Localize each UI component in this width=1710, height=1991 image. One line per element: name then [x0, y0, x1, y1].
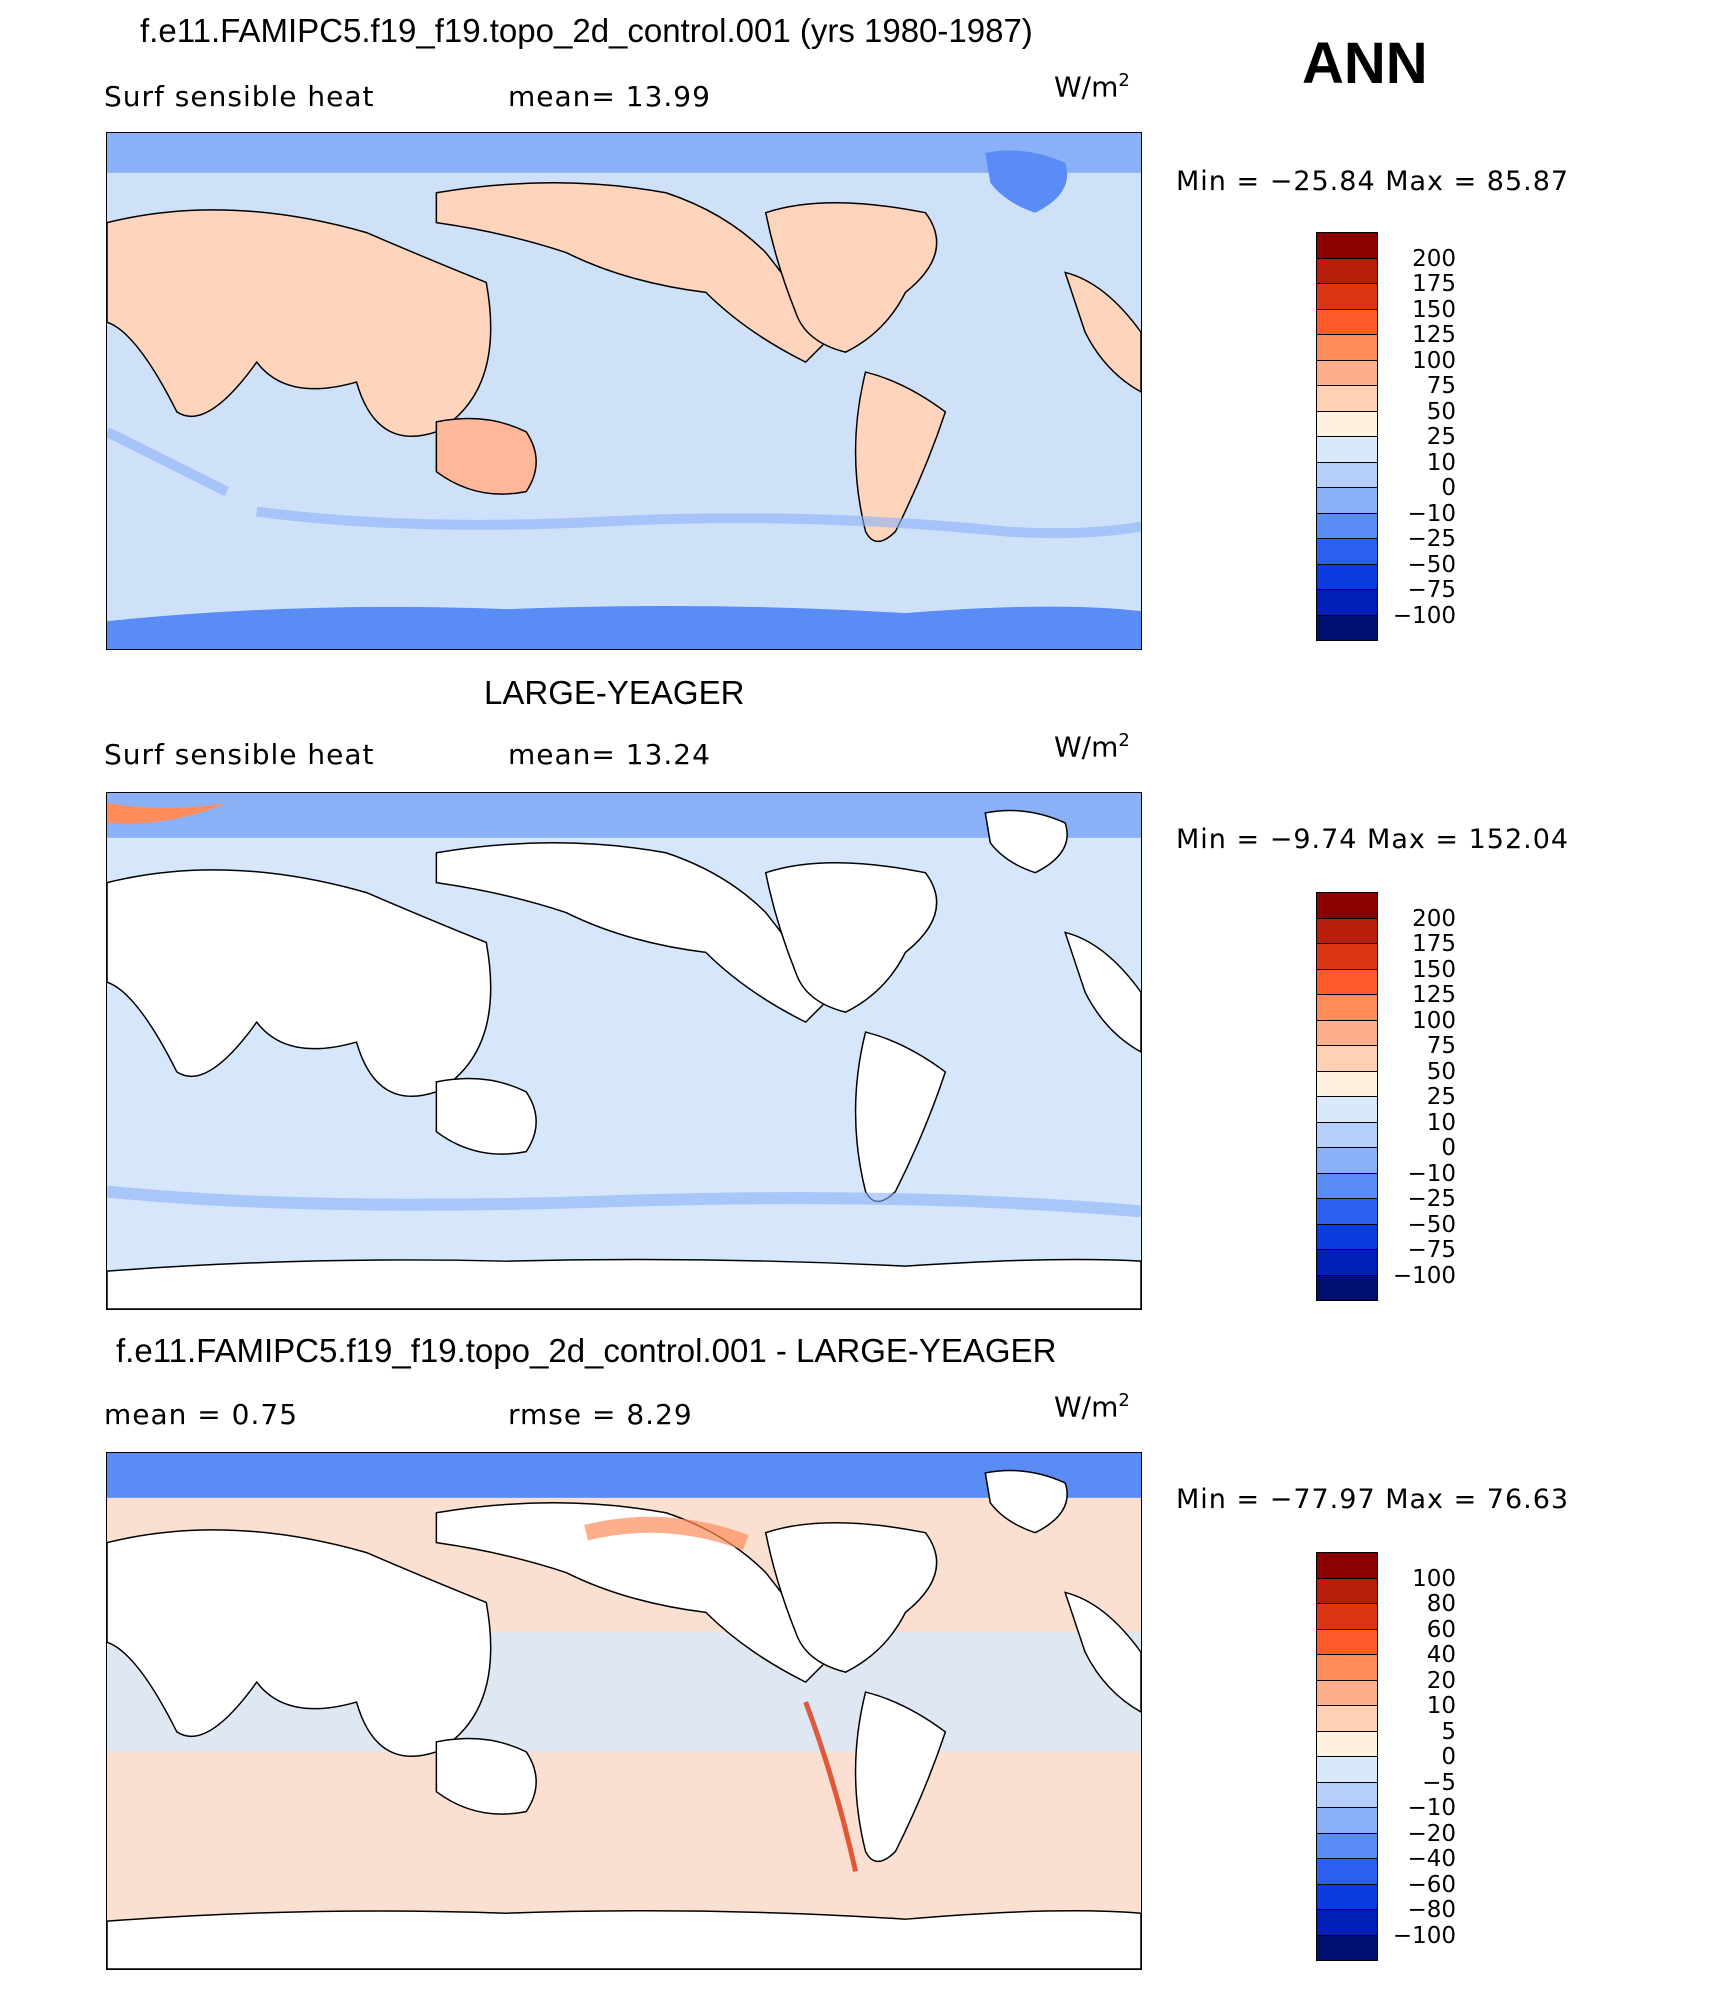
colorbar-tick-label: −10 [1407, 500, 1456, 527]
colorbar-tick-label: 50 [1426, 1058, 1456, 1085]
colorbar-swatch [1316, 1756, 1378, 1783]
colorbar-swatch [1316, 1045, 1378, 1072]
colorbar-tick-label: 20 [1426, 1667, 1456, 1694]
panel-2-mean-label: mean= 13.24 [508, 738, 711, 771]
panel-1-title: f.e11.FAMIPC5.f19_f19.topo_2d_control.00… [140, 12, 1033, 49]
colorbar-tick-label: 25 [1426, 424, 1456, 450]
colorbar-swatch [1316, 538, 1378, 565]
colorbar-tick-label: −25 [1407, 526, 1456, 552]
panel-3-rmse-label: rmse = 8.29 [508, 1398, 693, 1431]
colorbar-swatch [1316, 1223, 1378, 1250]
colorbar-tick-label: 100 [1412, 1007, 1456, 1034]
colorbar-swatch [1316, 589, 1378, 616]
panel-1-minmax: Min = −25.84 Max = 85.87 [1176, 166, 1570, 197]
colorbar-tick-label: 150 [1412, 296, 1456, 323]
colorbar-swatch [1316, 1198, 1378, 1225]
colorbar-swatch [1316, 1121, 1378, 1148]
colorbar-tick-label: −50 [1407, 1211, 1456, 1238]
colorbar-tick-label: 150 [1412, 956, 1456, 983]
colorbar-swatch [1316, 410, 1378, 437]
colorbar-tick-label: 5 [1441, 1718, 1456, 1745]
colorbar-swatch [1316, 1858, 1378, 1885]
panel-2-variable-label: Surf sensible heat [104, 738, 375, 771]
colorbar-tick-label: 10 [1426, 449, 1456, 476]
colorbar-tick-label: 0 [1441, 1135, 1456, 1161]
colorbar-tick-label: 0 [1441, 1744, 1456, 1770]
panel-1-units: W/m2 [1054, 70, 1130, 104]
colorbar-tick-label: 60 [1426, 1616, 1456, 1643]
colorbar-tick-label: 125 [1412, 982, 1456, 1008]
colorbar-swatch [1316, 892, 1378, 919]
colorbar-tick-label: −25 [1407, 1186, 1456, 1212]
colorbar-swatch [1316, 487, 1378, 514]
season-label: ANN [1302, 31, 1428, 96]
colorbar-tick-label: −100 [1392, 1922, 1456, 1949]
panel-2-map [106, 792, 1142, 1310]
colorbar-tick-label: 25 [1426, 1084, 1456, 1110]
colorbar-tick-label: −5 [1422, 1769, 1456, 1796]
colorbar-swatch [1316, 614, 1378, 641]
panel-3-map [106, 1452, 1142, 1970]
colorbar-tick-label: −10 [1407, 1795, 1456, 1821]
colorbar-swatch [1316, 257, 1378, 284]
colorbar-tick-label: 175 [1412, 271, 1456, 297]
panel-1-map [106, 132, 1142, 650]
colorbar-swatch [1316, 1730, 1378, 1757]
colorbar-tick-label: −100 [1392, 1262, 1456, 1289]
colorbar-tick-label: −60 [1407, 1871, 1456, 1898]
colorbar-tick-label: −75 [1407, 1237, 1456, 1263]
colorbar-swatch [1316, 359, 1378, 386]
colorbar-tick-label: 100 [1412, 1565, 1456, 1592]
colorbar-tick-label: 10 [1426, 1109, 1456, 1136]
panel-1-map-svg [107, 133, 1141, 649]
colorbar-swatch [1316, 283, 1378, 310]
colorbar-swatch [1316, 1096, 1378, 1123]
colorbar-tick-label: 10 [1426, 1693, 1456, 1719]
colorbar-swatch [1316, 1807, 1378, 1834]
panel-3-mean-label: mean = 0.75 [104, 1398, 299, 1431]
colorbar-swatch [1316, 461, 1378, 488]
colorbar-tick-label: −100 [1392, 602, 1456, 629]
panel-2-title: LARGE-YEAGER [484, 674, 745, 711]
colorbar-swatch [1316, 1070, 1378, 1097]
panel-1-variable-label: Surf sensible heat [104, 80, 375, 113]
panel-3-minmax: Min = −77.97 Max = 76.63 [1176, 1484, 1570, 1515]
colorbar-swatch [1316, 334, 1378, 361]
panel-2-units: W/m2 [1054, 730, 1130, 764]
colorbar-tick-label: 50 [1426, 398, 1456, 425]
colorbar-tick-label: −80 [1407, 1897, 1456, 1923]
colorbar-tick-label: −40 [1407, 1846, 1456, 1872]
colorbar-tick-label: 40 [1426, 1642, 1456, 1668]
colorbar-tick-label: −10 [1407, 1160, 1456, 1187]
panel-3-title: f.e11.FAMIPC5.f19_f19.topo_2d_control.00… [116, 1332, 1057, 1369]
panel-2-minmax: Min = −9.74 Max = 152.04 [1176, 824, 1570, 855]
panel-3-map-svg [107, 1453, 1141, 1969]
colorbar-swatch [1316, 1147, 1378, 1174]
colorbar-tick-label: −50 [1407, 551, 1456, 578]
colorbar-tick-label: 200 [1412, 245, 1456, 272]
panel-1-mean-label: mean= 13.99 [508, 80, 711, 113]
colorbar-swatch [1316, 917, 1378, 944]
colorbar-swatch [1316, 1577, 1378, 1604]
colorbar-tick-label: −75 [1407, 577, 1456, 603]
colorbar-tick-label: 75 [1426, 373, 1456, 399]
colorbar-swatch [1316, 1603, 1378, 1630]
colorbar-tick-label: 200 [1412, 905, 1456, 932]
panel-2-map-svg [107, 793, 1141, 1309]
colorbar-tick-label: 100 [1412, 347, 1456, 374]
colorbar-swatch [1316, 1934, 1378, 1961]
colorbar-tick-label: 80 [1426, 1591, 1456, 1617]
colorbar-tick-label: 175 [1412, 931, 1456, 957]
colorbar-swatch [1316, 1274, 1378, 1301]
colorbar-tick-label: 125 [1412, 322, 1456, 348]
colorbar-tick-label: −20 [1407, 1820, 1456, 1847]
colorbar-tick-label: 0 [1441, 475, 1456, 501]
colorbar-tick-label: 75 [1426, 1033, 1456, 1059]
colorbar-swatch [1316, 1628, 1378, 1655]
panel-3-units: W/m2 [1054, 1390, 1130, 1424]
colorbar-swatch [1316, 1249, 1378, 1276]
